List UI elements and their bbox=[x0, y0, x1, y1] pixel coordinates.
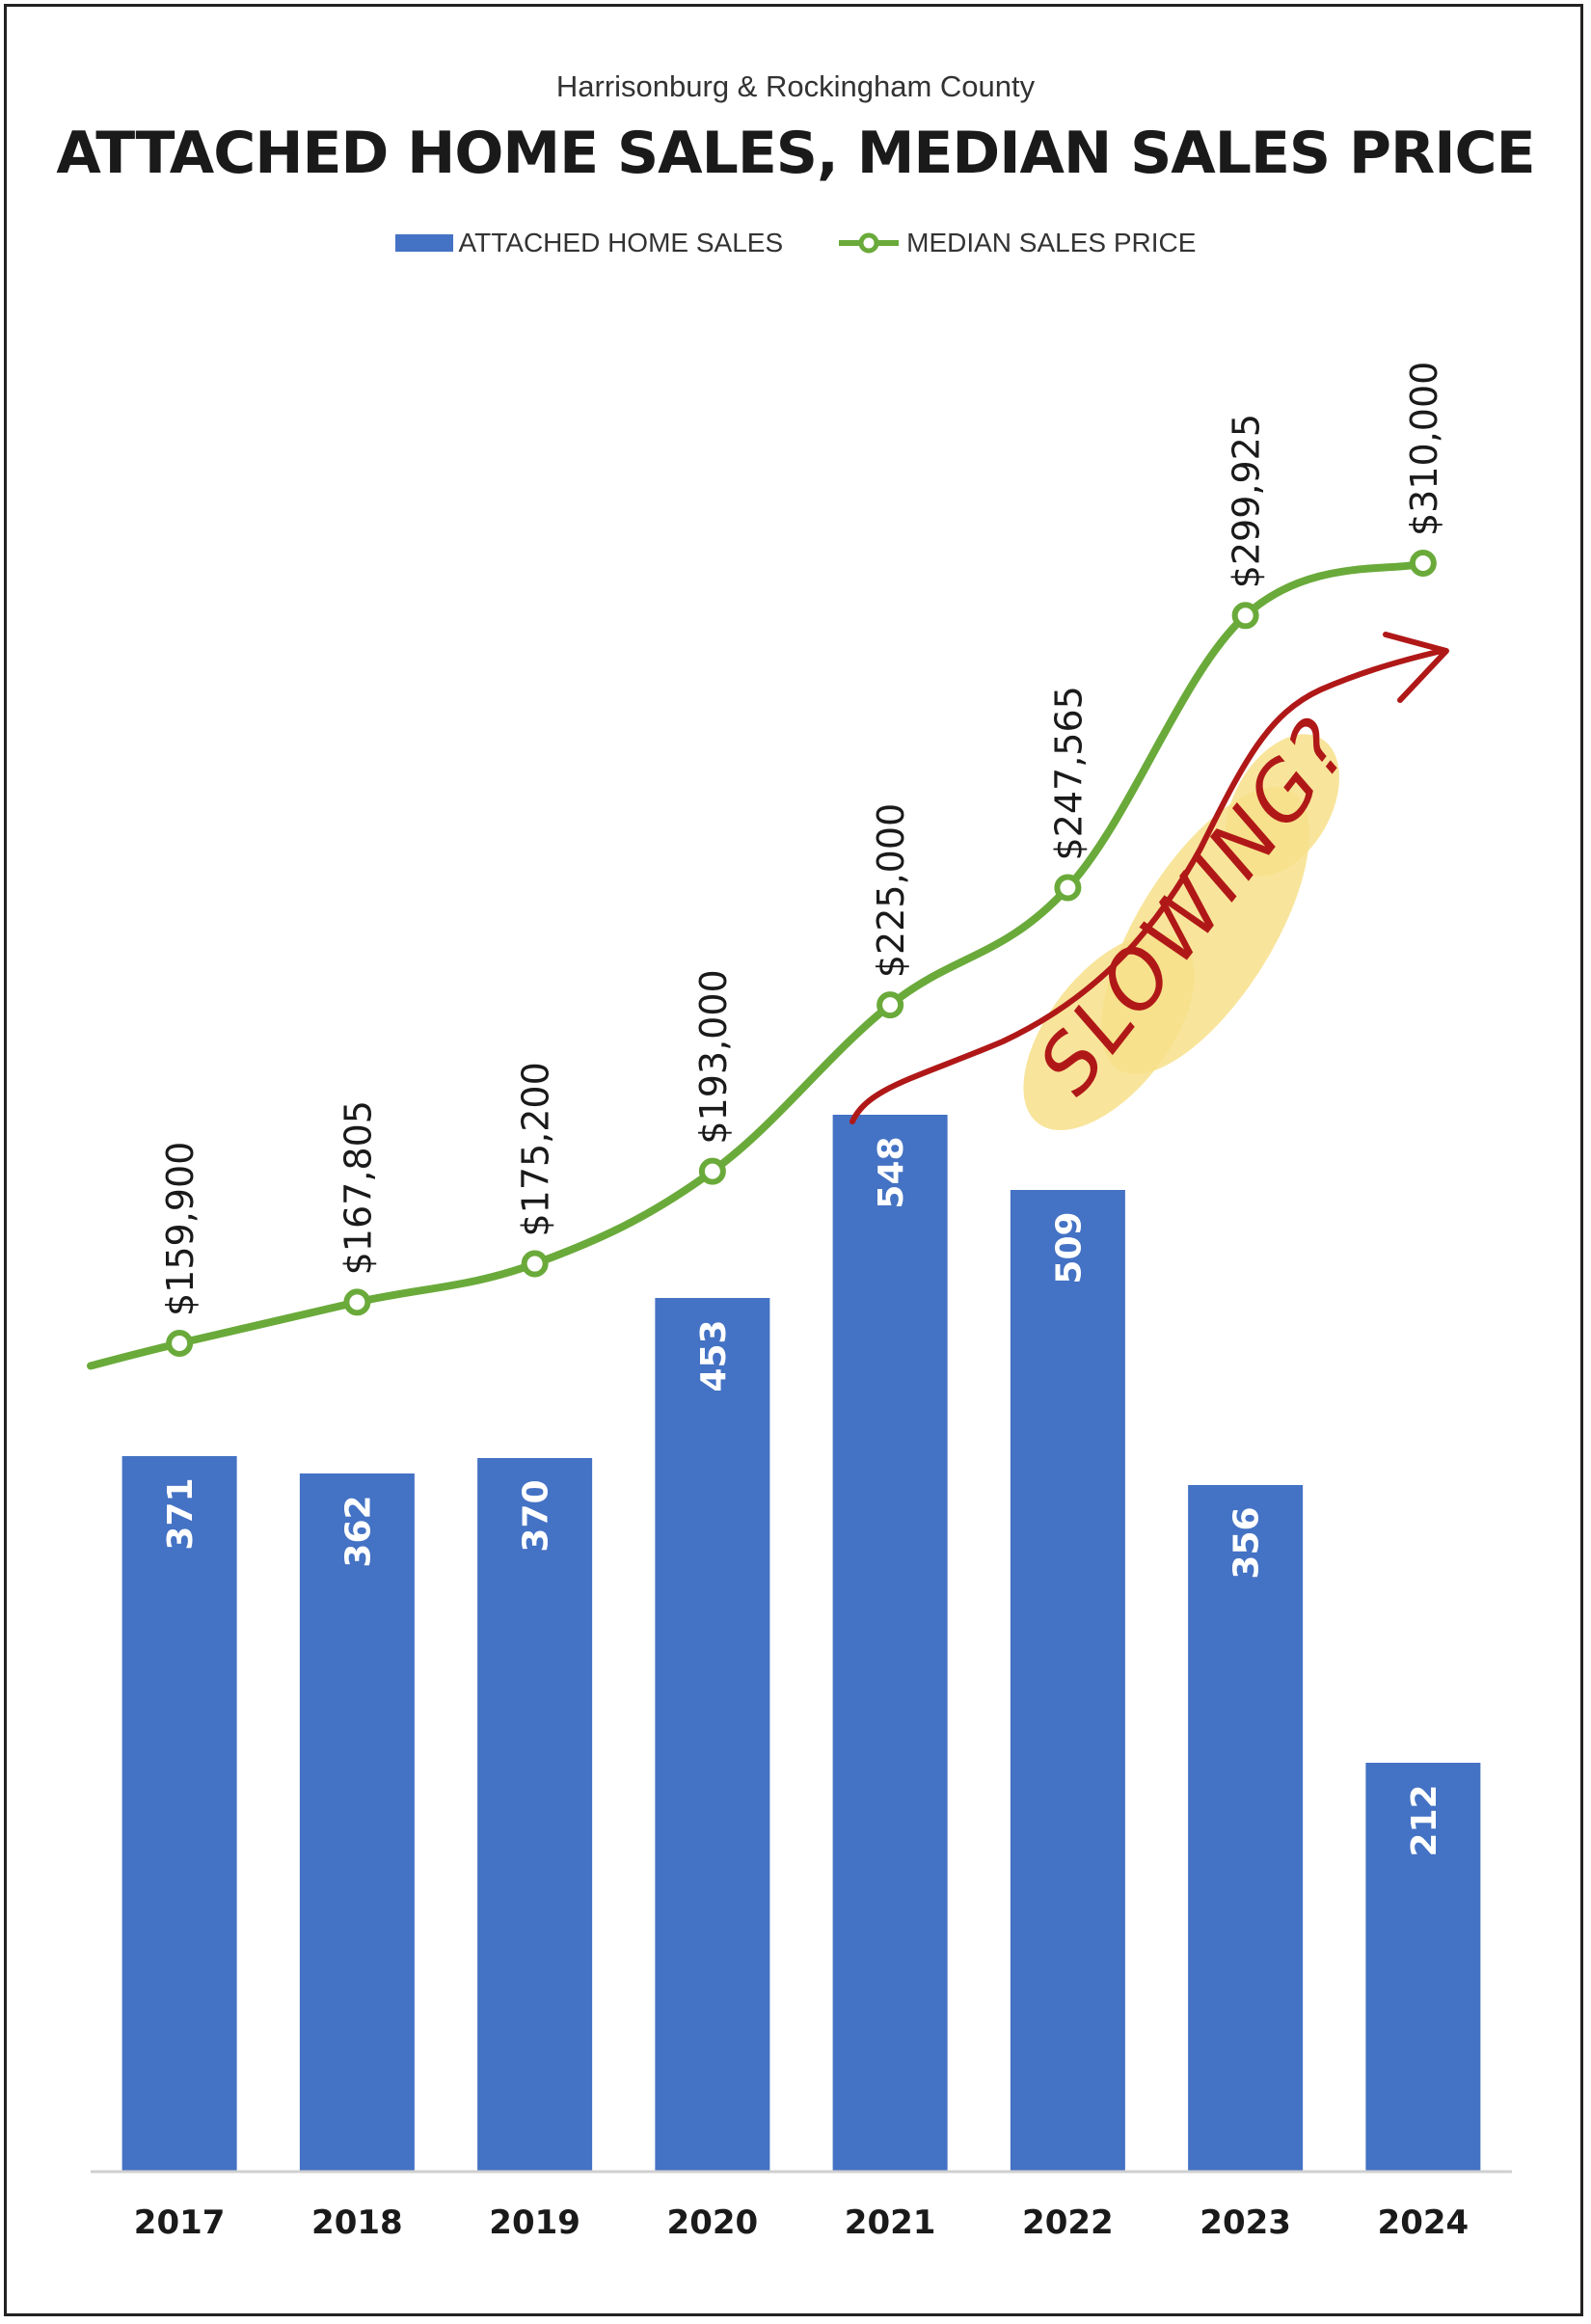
price-label-2022: $247,565 bbox=[1047, 686, 1090, 860]
bar-label-2017: 371 bbox=[161, 1477, 201, 1550]
chart-legend: ATTACHED HOME SALES MEDIAN SALES PRICE bbox=[0, 228, 1591, 258]
price-point-2021 bbox=[876, 991, 904, 1019]
bar-2021 bbox=[832, 1115, 948, 2172]
bar-label-2023: 356 bbox=[1227, 1506, 1267, 1579]
bar-2020 bbox=[655, 1298, 770, 2172]
price-point-2019 bbox=[521, 1250, 549, 1278]
x-tick-2020: 2020 bbox=[667, 2203, 759, 2242]
bar-label-2019: 370 bbox=[517, 1479, 556, 1552]
price-label-2019: $175,200 bbox=[515, 1062, 557, 1236]
slowing-annotation: SLOWING? bbox=[849, 632, 1449, 1130]
x-tick-2019: 2019 bbox=[489, 2203, 580, 2242]
legend-item-sales: ATTACHED HOME SALES bbox=[394, 228, 784, 258]
price-label-2023: $299,925 bbox=[1226, 414, 1268, 588]
legend-item-price: MEDIAN SALES PRICE bbox=[837, 228, 1196, 258]
price-point-2022 bbox=[1054, 874, 1082, 902]
bar-2019 bbox=[477, 1458, 593, 2172]
x-tick-labels: 2017 2018 2019 2020 2021 2022 2023 2024 bbox=[134, 2203, 1469, 2242]
annotation-arrowhead bbox=[1383, 632, 1449, 703]
price-label-2021: $225,000 bbox=[870, 803, 912, 978]
bar-2022 bbox=[1010, 1190, 1125, 2172]
x-tick-2017: 2017 bbox=[134, 2203, 226, 2242]
x-tick-2024: 2024 bbox=[1378, 2203, 1470, 2242]
bar-label-2024: 212 bbox=[1405, 1784, 1444, 1856]
annotation-arrow bbox=[849, 648, 1444, 1124]
price-point-2023 bbox=[1231, 602, 1259, 630]
price-point-2024 bbox=[1409, 550, 1437, 577]
bar-2024 bbox=[1365, 1763, 1481, 2172]
price-line bbox=[87, 559, 1427, 1370]
bar-2017 bbox=[121, 1456, 237, 2172]
bar-2023 bbox=[1188, 1485, 1304, 2172]
price-line-group: $159,900 $167,805 $175,200 $193,000 $225,000… bbox=[87, 362, 1445, 1370]
bar-label-2021: 548 bbox=[872, 1136, 911, 1208]
legend-label-price: MEDIAN SALES PRICE bbox=[906, 228, 1197, 257]
price-label-2024: $310,000 bbox=[1403, 362, 1445, 536]
price-point-2020 bbox=[698, 1157, 726, 1185]
x-tick-2018: 2018 bbox=[311, 2203, 403, 2242]
chart-frame bbox=[4, 4, 1583, 2316]
price-label-2020: $193,000 bbox=[692, 969, 735, 1144]
price-label-2017: $159,900 bbox=[159, 1142, 202, 1316]
chart-subtitle: Harrisonburg & Rockingham County bbox=[555, 69, 1036, 103]
price-label-2018: $167,805 bbox=[337, 1100, 379, 1275]
bar-label-2022: 509 bbox=[1049, 1211, 1089, 1284]
price-point-2017 bbox=[166, 1330, 194, 1357]
bar-group: 371 362 370 453 548 509 356 212 bbox=[121, 1115, 1481, 2172]
legend-line-swatch bbox=[839, 232, 900, 254]
bar-label-2018: 362 bbox=[338, 1495, 378, 1567]
chart-title: ATTACHED HOME SALES, MEDIAN SALES PRICE bbox=[56, 120, 1535, 187]
legend-label-sales: ATTACHED HOME SALES bbox=[458, 228, 784, 257]
x-tick-2021: 2021 bbox=[845, 2203, 936, 2242]
x-tick-2023: 2023 bbox=[1200, 2203, 1291, 2242]
price-point-2018 bbox=[343, 1288, 371, 1316]
legend-bar-swatch bbox=[394, 234, 453, 252]
annotation-highlight bbox=[1023, 734, 1339, 1130]
x-tick-2022: 2022 bbox=[1022, 2203, 1114, 2242]
bar-label-2020: 453 bbox=[694, 1319, 734, 1392]
bar-2018 bbox=[299, 1473, 415, 2172]
